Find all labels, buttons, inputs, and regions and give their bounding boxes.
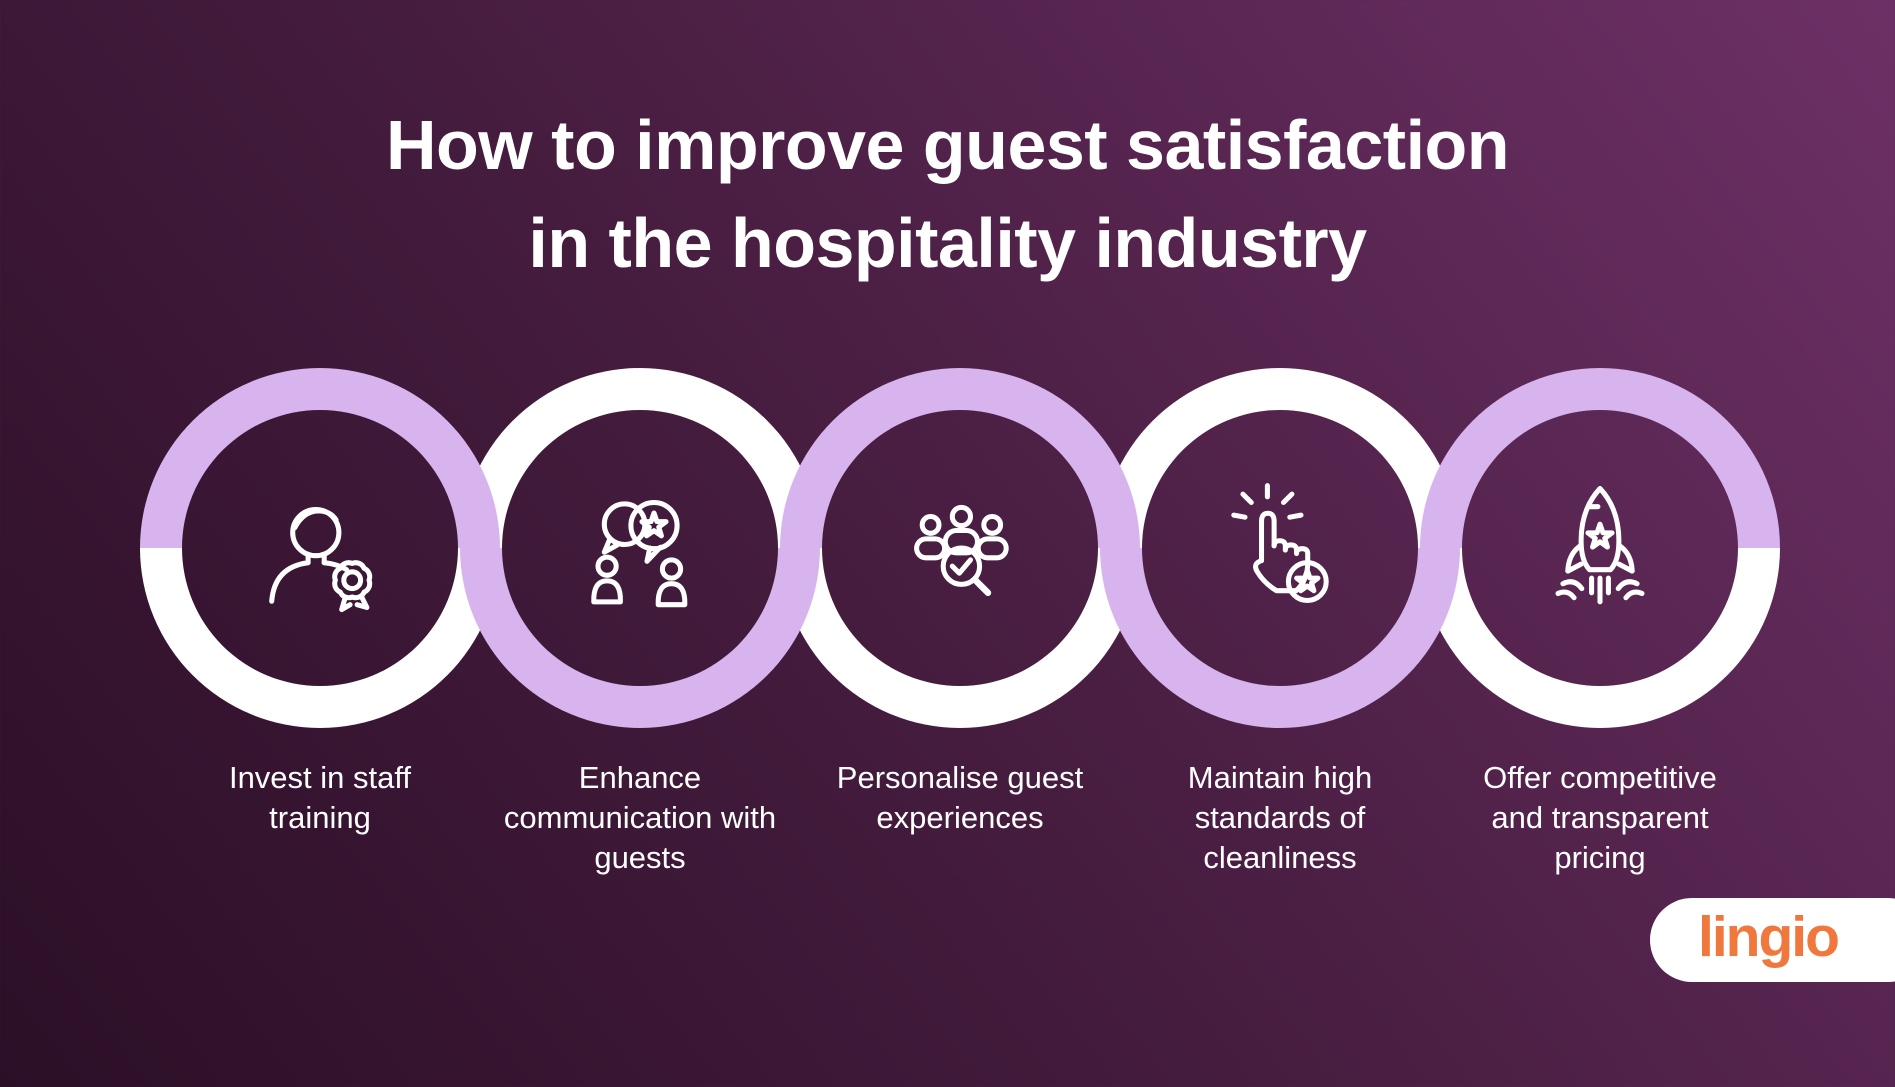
click-hand-star-icon <box>1231 483 1329 604</box>
page-title-line1: How to improve guest satisfaction <box>385 106 1510 184</box>
lingio-logo-text: lingio <box>1698 905 1840 969</box>
rocket-star-icon <box>1555 485 1645 605</box>
page-title-line2: in the hospitality industry <box>528 204 1367 282</box>
lingio-logo-badge: lingio <box>1650 898 1895 982</box>
people-magnifier-check-icon <box>914 504 1009 597</box>
person-award-icon <box>269 506 373 613</box>
step-label-staff-training: Invest in staff training <box>228 760 412 835</box>
step-label-pricing: Offer competitive and transparent pricin… <box>1483 760 1717 875</box>
step-label-communication: Enhance communication with guests <box>503 760 777 875</box>
step-label-cleanliness: Maintain high standards of cleanliness <box>1187 760 1373 875</box>
step-label-personalisation: Personalise guest experiences <box>836 760 1084 835</box>
speech-bubbles-star-icon <box>591 499 688 608</box>
page-title: How to improve guest satisfaction in the… <box>0 96 1895 292</box>
